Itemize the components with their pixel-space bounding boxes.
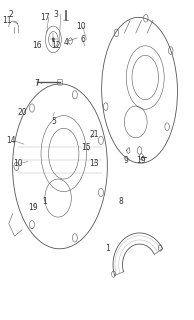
Text: 16: 16 (32, 41, 42, 50)
Text: 1: 1 (105, 244, 110, 253)
Text: 4: 4 (63, 38, 68, 47)
Text: 20: 20 (17, 108, 27, 117)
Text: 13: 13 (89, 159, 99, 168)
Text: 7: 7 (35, 79, 40, 88)
Circle shape (52, 37, 55, 41)
Text: 8: 8 (118, 197, 123, 206)
Text: 10: 10 (13, 159, 23, 168)
Text: 14: 14 (6, 136, 16, 146)
Text: 2: 2 (8, 10, 13, 19)
Text: 11: 11 (2, 16, 12, 25)
Text: 5: 5 (52, 117, 57, 126)
Text: 10: 10 (76, 22, 86, 31)
Text: 17: 17 (40, 13, 50, 22)
Text: 12: 12 (51, 41, 61, 50)
Text: 9: 9 (124, 156, 129, 164)
Text: 15: 15 (82, 143, 91, 152)
Text: 19: 19 (137, 156, 146, 164)
Text: 21: 21 (89, 130, 99, 139)
Text: 19: 19 (29, 203, 38, 212)
Text: 3: 3 (54, 10, 59, 19)
Text: 6: 6 (80, 35, 85, 44)
Text: 1: 1 (42, 197, 47, 206)
